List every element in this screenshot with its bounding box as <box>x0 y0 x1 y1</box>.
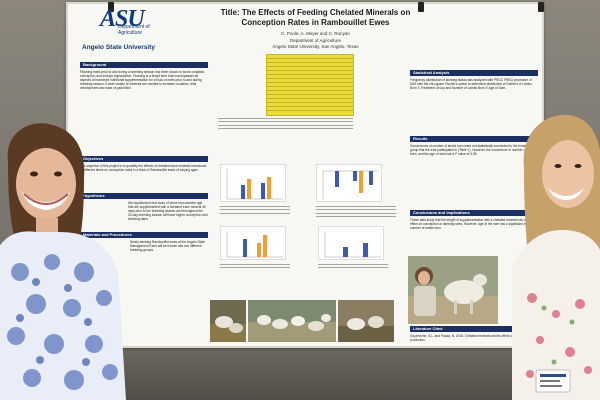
hypothesis-text: We hypothesize that ewes of prime reprod… <box>128 201 208 221</box>
figure-3-caption <box>220 264 290 274</box>
section-conclusions: Conclusions and Implications <box>410 210 538 216</box>
section-methods: Materials and Procedures <box>80 232 208 238</box>
statistical-text: Frequency distribution of lambing status… <box>410 78 532 90</box>
logo-university: Angelo State University <box>82 44 155 51</box>
figure-2-caption <box>316 206 396 222</box>
figure-4 <box>318 226 384 260</box>
methods-text: Ninety lambing Rambouillet ewes at the A… <box>130 240 205 252</box>
section-objectives: Objectives <box>80 156 208 162</box>
figure-4-caption <box>318 264 388 274</box>
research-poster: ASU Department of Agriculture Angelo Sta… <box>66 2 544 348</box>
section-hypothesis: Hypothesis <box>80 193 208 199</box>
figure-3 <box>220 226 286 260</box>
presenter-left <box>0 122 126 400</box>
conclusions-text: These data imply that the length of supp… <box>410 218 536 230</box>
figure-4-chart <box>324 231 381 258</box>
poster-authors: C. Poole, A. Meyer and C. Runyan <box>281 31 350 36</box>
section-results: Results <box>410 136 538 142</box>
presenter-right <box>510 108 600 400</box>
figure-1 <box>220 164 286 202</box>
figure-1-chart <box>226 169 283 200</box>
figure-1-caption <box>220 206 290 218</box>
figure-2-chart <box>322 170 379 199</box>
results-text: Occurrences of number of lambs born were… <box>410 144 536 156</box>
objectives-text: The objective of this project is to quan… <box>80 164 207 172</box>
sheep-photo-1 <box>210 300 246 342</box>
sheep-photo-3 <box>338 300 394 342</box>
poster-clip <box>418 2 424 12</box>
background-text: Flushing ewes prior to and during a bree… <box>80 70 206 90</box>
sheep-photo-2 <box>248 300 336 342</box>
results-table <box>266 54 354 116</box>
logo-department: Department of Agriculture <box>118 24 150 36</box>
poster-clip <box>538 2 544 12</box>
poster-university: Angelo State University, San Angelo, Tex… <box>272 44 359 49</box>
logo-mark: ASU <box>100 6 145 32</box>
poster-department: Department of Agriculture <box>289 38 342 43</box>
section-literature: Literature Cited <box>410 326 538 332</box>
literature-text: Goyeneche, S.L. and Pauda, N. 2018. Chel… <box>410 334 525 342</box>
figure-3-chart <box>226 231 283 258</box>
section-background: Background <box>80 62 208 68</box>
figure-2 <box>316 164 382 202</box>
student-with-sheep-photo <box>408 256 498 324</box>
asu-logo: ASU <box>84 6 145 48</box>
poster-clip <box>108 2 114 12</box>
section-statistical: Statistical Analysis <box>410 70 538 76</box>
poster-title: Title: The Effects of Feeding Chelated M… <box>220 8 411 27</box>
table-caption <box>218 118 353 134</box>
